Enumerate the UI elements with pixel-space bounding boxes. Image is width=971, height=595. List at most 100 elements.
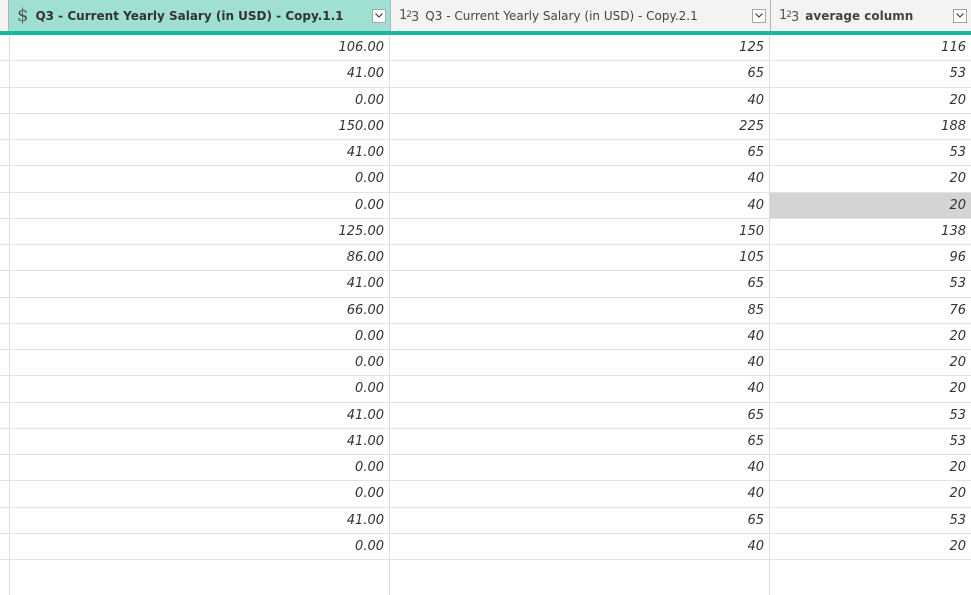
column-header-label: average column	[805, 8, 914, 23]
table-row[interactable]: 0.00 40 20	[0, 324, 971, 350]
table-row[interactable]: 0.00 40 20	[0, 166, 971, 193]
table-cell[interactable]: 66.00	[346, 302, 384, 318]
table-cell[interactable]: 85	[747, 302, 764, 318]
table-cell[interactable]: 41.00	[346, 407, 384, 423]
table-cell[interactable]: 41.00	[346, 276, 384, 292]
table-cell[interactable]: 65	[747, 407, 764, 423]
row-number-header	[0, 0, 9, 31]
table-cell[interactable]: 150.00	[338, 118, 385, 134]
table-cell[interactable]: 20	[949, 538, 966, 554]
table-row[interactable]: 0.00 40 20	[0, 88, 971, 114]
table-cell[interactable]: 40	[747, 197, 764, 213]
table-cell[interactable]: 40	[747, 381, 764, 397]
table-row[interactable]: 41.00 65 53	[0, 140, 971, 167]
table-cell[interactable]: 53	[949, 512, 966, 528]
table-cell[interactable]: 20	[949, 460, 966, 476]
table-cell[interactable]: 40	[747, 171, 764, 187]
chevron-down-icon[interactable]	[752, 8, 766, 23]
table-cell[interactable]: 20	[949, 92, 966, 108]
table-cell[interactable]: 65	[747, 66, 764, 82]
table-cell[interactable]: 65	[747, 276, 764, 292]
column-header-row: $ Q3 - Current Yearly Salary (in USD) - …	[0, 0, 971, 31]
table-cell[interactable]: 0.00	[355, 92, 384, 108]
table-cell[interactable]: 0.00	[355, 486, 384, 502]
column-divider	[769, 35, 770, 595]
table-row[interactable]: 0.00 40 20	[0, 350, 971, 377]
table-cell[interactable]: 0.00	[355, 538, 384, 554]
table-cell[interactable]: 41.00	[346, 433, 384, 449]
table-cell[interactable]: 65	[747, 433, 764, 449]
table-row[interactable]: 0.00 40 20	[0, 192, 971, 219]
table-cell[interactable]: 40	[747, 328, 764, 344]
chevron-down-icon[interactable]	[372, 8, 386, 23]
table-cell[interactable]: 96	[949, 250, 966, 266]
table-cell[interactable]: 41.00	[346, 66, 384, 82]
table-cell[interactable]: 65	[747, 512, 764, 528]
table-cell[interactable]: 40	[747, 538, 764, 554]
table-row[interactable]: 41.00 65 53	[0, 271, 971, 298]
column-header-label: Q3 - Current Yearly Salary (in USD) - Co…	[425, 8, 698, 23]
table-cell[interactable]: 40	[747, 486, 764, 502]
table-row[interactable]: 125.00 150 138	[0, 219, 971, 245]
table-cell[interactable]: 41.00	[346, 512, 384, 528]
table-cell[interactable]: 106.00	[338, 40, 385, 56]
table-row[interactable]: 0.00 40 20	[0, 534, 971, 560]
table-cell[interactable]: 86.00	[346, 250, 384, 266]
table-cell[interactable]: 125.00	[338, 223, 385, 239]
table-cell[interactable]: 20	[949, 355, 966, 371]
table-cell[interactable]: 138	[941, 223, 966, 239]
table-cell[interactable]: 116	[941, 40, 966, 56]
table-cell[interactable]: 53	[949, 66, 966, 82]
table-cell[interactable]: 20	[949, 486, 966, 502]
table-cell[interactable]: 53	[949, 407, 966, 423]
table-cell[interactable]: 0.00	[355, 381, 384, 397]
table-cell[interactable]: 20	[949, 171, 966, 187]
table-cell[interactable]: 65	[747, 145, 764, 161]
table-cell[interactable]: 53	[949, 145, 966, 161]
table-cell[interactable]: 53	[949, 276, 966, 292]
table-cell[interactable]: 0.00	[355, 460, 384, 476]
column-header-label: Q3 - Current Yearly Salary (in USD) - Co…	[35, 8, 344, 23]
table-row[interactable]: 0.00 40 20	[0, 376, 971, 403]
table-row[interactable]: 41.00 65 53	[0, 403, 971, 429]
table-cell[interactable]: 225	[739, 118, 764, 134]
table-row[interactable]: 0.00 40 20	[0, 481, 971, 508]
table-cell[interactable]: 150	[739, 223, 764, 239]
table-cell[interactable]: 20	[949, 381, 966, 397]
table-cell[interactable]: 105	[739, 250, 764, 266]
currency-type-icon[interactable]: $	[17, 5, 29, 26]
table-row[interactable]: 41.00 65 53	[0, 508, 971, 534]
table-cell[interactable]: 40	[747, 92, 764, 108]
table-cell[interactable]: 125	[739, 40, 764, 56]
header-accent-bar	[0, 31, 971, 35]
table-row[interactable]: 86.00 105 96	[0, 245, 971, 272]
table-cell[interactable]: 53	[949, 433, 966, 449]
table-row[interactable]: 0.00 40 20	[0, 455, 971, 482]
table-cell[interactable]: 0.00	[355, 328, 384, 344]
column-divider	[389, 35, 390, 595]
table-cell[interactable]: 20	[770, 192, 971, 218]
table-cell[interactable]: 0.00	[355, 355, 384, 371]
table-cell[interactable]: 188	[941, 118, 966, 134]
chevron-down-icon[interactable]	[953, 8, 967, 23]
table-cell[interactable]: 0.00	[355, 197, 384, 213]
table-cell[interactable]: 0.00	[355, 171, 384, 187]
table-row[interactable]: 41.00 65 53	[0, 429, 971, 455]
table-body: 106.00 125 116 41.00 65 53 0.00 40 20 150.00 225 18…	[0, 35, 971, 560]
table-row[interactable]: 66.00 85 76	[0, 298, 971, 324]
table-row[interactable]: 150.00 225 188	[0, 114, 971, 140]
table-cell[interactable]: 41.00	[346, 145, 384, 161]
column-divider	[9, 35, 10, 595]
table-cell[interactable]: 40	[747, 355, 764, 371]
table-cell[interactable]: 40	[747, 460, 764, 476]
table-row[interactable]: 106.00 125 116	[0, 35, 971, 62]
table-cell[interactable]: 20	[949, 328, 966, 344]
table-cell[interactable]: 76	[949, 302, 966, 318]
column-header-salary-copy-1-1[interactable]: $ Q3 - Current Yearly Salary (in USD) - …	[9, 0, 390, 31]
table-row[interactable]: 41.00 65 53	[0, 61, 971, 88]
